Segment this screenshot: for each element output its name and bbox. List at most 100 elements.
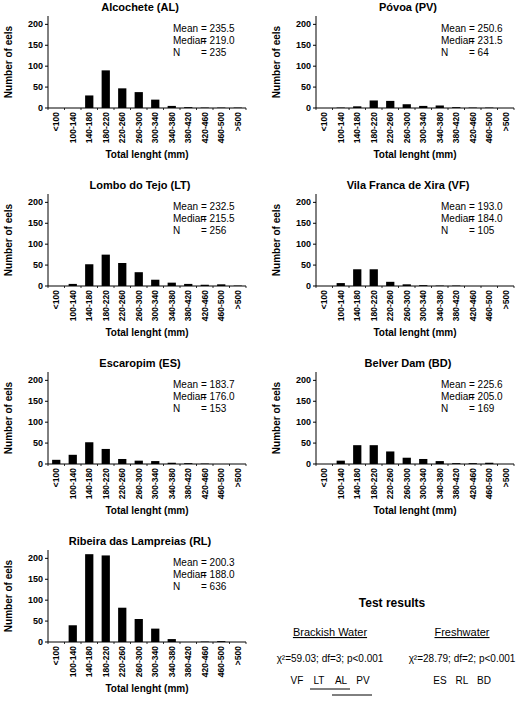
x-tick-label: 220-260 (385, 468, 395, 499)
x-tick (180, 464, 181, 466)
x-tick (48, 642, 49, 644)
x-tick-label: >500 (233, 290, 243, 309)
y-tick (45, 223, 48, 224)
bar (386, 451, 394, 464)
y-tick (45, 244, 48, 245)
site-label: RL (456, 675, 469, 686)
x-tick (497, 286, 498, 288)
bar (135, 461, 143, 464)
x-tick (213, 642, 214, 644)
panel: Lombo do Tejo (LT)050100150200<100100-14… (3, 179, 246, 338)
bar (370, 100, 378, 108)
x-tick (213, 286, 214, 288)
x-tick (349, 108, 350, 110)
stat-label: Mean (441, 23, 466, 34)
x-tick-label: 180-220 (369, 112, 379, 143)
x-tick-label: <100 (319, 468, 329, 487)
stat-value: = 235.5 (201, 23, 235, 34)
x-tick-label: 100-140 (336, 112, 346, 143)
bar (102, 70, 110, 108)
y-tick-label: 150 (28, 218, 43, 228)
x-tick (147, 642, 148, 644)
test-statistic: χ²=59.03; df=3; p<0.001 (277, 653, 384, 664)
x-tick (398, 464, 399, 466)
x-tick (81, 286, 82, 288)
panel: Alcochete (AL)050100150200<100100-140140… (3, 1, 246, 160)
x-tick-label: 260-300 (134, 468, 144, 499)
y-tick-label: 200 (28, 375, 43, 385)
y-tick-label: 100 (296, 239, 311, 249)
x-tick (246, 464, 247, 466)
y-axis-label: Number of eels (271, 381, 282, 454)
x-tick (514, 464, 515, 466)
x-tick-label: 180-220 (101, 468, 111, 499)
bar (386, 101, 394, 108)
x-tick-label: 180-220 (369, 290, 379, 321)
bar (118, 459, 126, 464)
y-tick (45, 464, 48, 465)
y-tick-label: 100 (296, 417, 311, 427)
x-tick-label: 420-460 (200, 290, 210, 321)
x-tick (196, 642, 197, 644)
figure: Alcochete (AL)050100150200<100100-140140… (0, 0, 520, 702)
x-tick (130, 464, 131, 466)
x-tick-label: 300-340 (418, 290, 428, 321)
stat-value: = 205.0 (469, 391, 503, 402)
y-tick-label: 150 (296, 40, 311, 50)
x-tick-label: 140-180 (352, 290, 362, 321)
y-axis (48, 550, 49, 642)
x-tick-label: 140-180 (352, 468, 362, 499)
x-tick (497, 464, 498, 466)
bar (85, 442, 93, 464)
panel: Póvoa (PV)050100150200<100100-140140-180… (271, 1, 514, 160)
test-statistic: χ²=28.79; df=2; p<0.001 (409, 653, 516, 664)
x-tick-label: 220-260 (385, 290, 395, 321)
x-tick-label: 220-260 (117, 112, 127, 143)
x-tick (130, 286, 131, 288)
x-tick-label: 100-140 (336, 468, 346, 499)
x-tick (448, 286, 449, 288)
bar (168, 283, 176, 286)
y-axis-label: Number of eels (271, 203, 282, 276)
site-label: ES (433, 675, 447, 686)
bars (85, 70, 242, 108)
y-tick-label: 50 (301, 260, 311, 270)
x-tick (114, 642, 115, 644)
x-tick-label: 340-380 (435, 112, 445, 143)
x-tick (114, 286, 115, 288)
panel-title: Vila Franca de Xira (VF) (347, 179, 470, 191)
y-axis-label: Number of eels (3, 559, 14, 632)
x-tick (349, 286, 350, 288)
x-tick-label: 460-500 (216, 112, 226, 143)
x-tick-label: <100 (319, 112, 329, 131)
bar (85, 95, 93, 108)
x-tick-label: 420-460 (200, 646, 210, 677)
x-tick (163, 464, 164, 466)
x-tick-label: >500 (233, 112, 243, 131)
x-tick-label: 180-220 (101, 646, 111, 677)
x-axis-label: Total lenght (mm) (105, 505, 188, 516)
x-tick-label: 340-380 (435, 290, 445, 321)
stat-value: = 188.0 (201, 569, 235, 580)
bar (135, 619, 143, 642)
x-tick (81, 464, 82, 466)
stat-label: Mean (173, 379, 198, 390)
x-axis-label: Total lenght (mm) (373, 505, 456, 516)
y-tick-label: 200 (28, 19, 43, 29)
y-tick (45, 579, 48, 580)
y-tick (45, 443, 48, 444)
y-tick (313, 223, 316, 224)
x-tick (114, 464, 115, 466)
y-tick (45, 600, 48, 601)
bar (102, 255, 110, 286)
bar (151, 100, 159, 108)
y-axis (316, 16, 317, 108)
x-tick-label: >500 (233, 468, 243, 487)
bar (403, 104, 411, 108)
x-tick (332, 464, 333, 466)
x-tick (180, 642, 181, 644)
bar (85, 264, 93, 286)
x-tick (196, 108, 197, 110)
x-tick-label: >500 (501, 112, 511, 131)
x-tick-label: <100 (51, 290, 61, 309)
